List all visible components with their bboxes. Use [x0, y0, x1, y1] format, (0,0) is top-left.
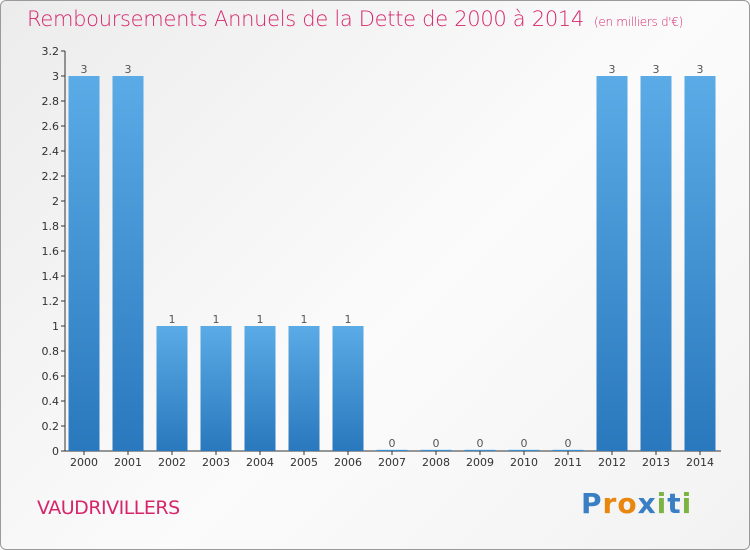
chart-title: Remboursements Annuels de la Dette de 20… [27, 7, 683, 31]
bar-2013 [640, 76, 672, 451]
bar-2011 [552, 449, 584, 451]
logo-letter: o [617, 487, 638, 520]
x-tick-label: 2003 [202, 456, 230, 469]
x-tick-label: 2006 [334, 456, 362, 469]
bar-2009 [464, 449, 496, 451]
bar-2006 [332, 326, 364, 451]
x-tick-label: 2007 [378, 456, 406, 469]
bar-2003 [200, 326, 232, 451]
data-label-2012: 3 [609, 63, 616, 76]
x-axis: 2000 2001 2002 2003 2004 2005 2006 2007 2008 2009… [65, 450, 721, 469]
y-tick-label: 2.6 [42, 120, 60, 133]
data-label-2005: 1 [301, 313, 308, 326]
bar-2001 [112, 76, 144, 451]
y-tick-label: 0.4 [42, 395, 60, 408]
data-label-2006: 1 [345, 313, 352, 326]
data-label-2007: 0 [389, 437, 396, 450]
proxiti-logo: Proxiti [581, 487, 692, 520]
bar-2007 [376, 449, 408, 451]
y-tick-label: 1.8 [42, 220, 60, 233]
logo-letter: t [667, 487, 682, 520]
x-tick-label: 2008 [422, 456, 450, 469]
data-label-2003: 1 [213, 313, 220, 326]
y-tick-label: 1.2 [42, 295, 60, 308]
logo-letter: i [681, 487, 693, 520]
bars [68, 76, 716, 451]
data-label-2014: 3 [697, 63, 704, 76]
x-tick-label: 2010 [510, 456, 538, 469]
x-tick-label: 2011 [554, 456, 582, 469]
data-label-2000: 3 [81, 63, 88, 76]
y-tick-label: 0.8 [42, 345, 60, 358]
bar-2004 [244, 326, 276, 451]
y-tick-label: 1 [52, 320, 59, 333]
logo-letter: P [581, 487, 603, 520]
data-label-2004: 1 [257, 313, 264, 326]
logo-letter: x [637, 487, 657, 520]
y-axis: 0 0.2 0.4 0.6 0.8 1 1.2 1.4 1.6 1.8 2 2.2 2.4 2.6 2.8 3… [42, 45, 66, 458]
data-label-2013: 3 [653, 63, 660, 76]
x-tick-label: 2009 [466, 456, 494, 469]
bar-2005 [288, 326, 320, 451]
data-label-2011: 0 [565, 437, 572, 450]
y-tick-label: 0.2 [42, 420, 60, 433]
x-tick-label: 2014 [686, 456, 714, 469]
data-label-2001: 3 [125, 63, 132, 76]
y-tick-label: 3.2 [42, 45, 60, 58]
y-tick-label: 1.6 [42, 245, 60, 258]
x-tick-label: 2001 [114, 456, 142, 469]
y-tick-label: 2.8 [42, 95, 60, 108]
y-tick-label: 3 [52, 70, 59, 83]
data-label-2008: 0 [433, 437, 440, 450]
bar-2010 [508, 449, 540, 451]
bar-2002 [156, 326, 188, 451]
y-tick-label: 0.6 [42, 370, 60, 383]
bar-2012 [596, 76, 628, 451]
chart-unit-label: (en milliers d'€) [594, 15, 684, 29]
bar-2014 [684, 76, 716, 451]
data-label-2010: 0 [521, 437, 528, 450]
x-tick-label: 2000 [70, 456, 98, 469]
logo-letter: r [602, 487, 618, 520]
x-tick-label: 2012 [598, 456, 626, 469]
bar-2000 [68, 76, 100, 451]
data-label-2002: 1 [169, 313, 176, 326]
x-tick-label: 2002 [158, 456, 186, 469]
logo-letter: i [656, 487, 668, 520]
bar-2008 [420, 449, 452, 451]
data-labels: 3 3 1 1 1 1 1 0 0 0 0 0 3 3 3 [81, 63, 704, 450]
x-tick-label: 2013 [642, 456, 670, 469]
y-tick-label: 2 [52, 195, 59, 208]
chart-title-text: Remboursements Annuels de la Dette de 20… [27, 7, 584, 31]
y-tick-label: 2.2 [42, 170, 60, 183]
y-tick-label: 0 [52, 445, 59, 458]
x-tick-label: 2004 [246, 456, 274, 469]
y-tick-label: 2.4 [42, 145, 60, 158]
x-tick-label: 2005 [290, 456, 318, 469]
commune-name: VAUDRIVILLERS [37, 497, 180, 519]
y-tick-label: 1.4 [42, 270, 60, 283]
data-label-2009: 0 [477, 437, 484, 450]
